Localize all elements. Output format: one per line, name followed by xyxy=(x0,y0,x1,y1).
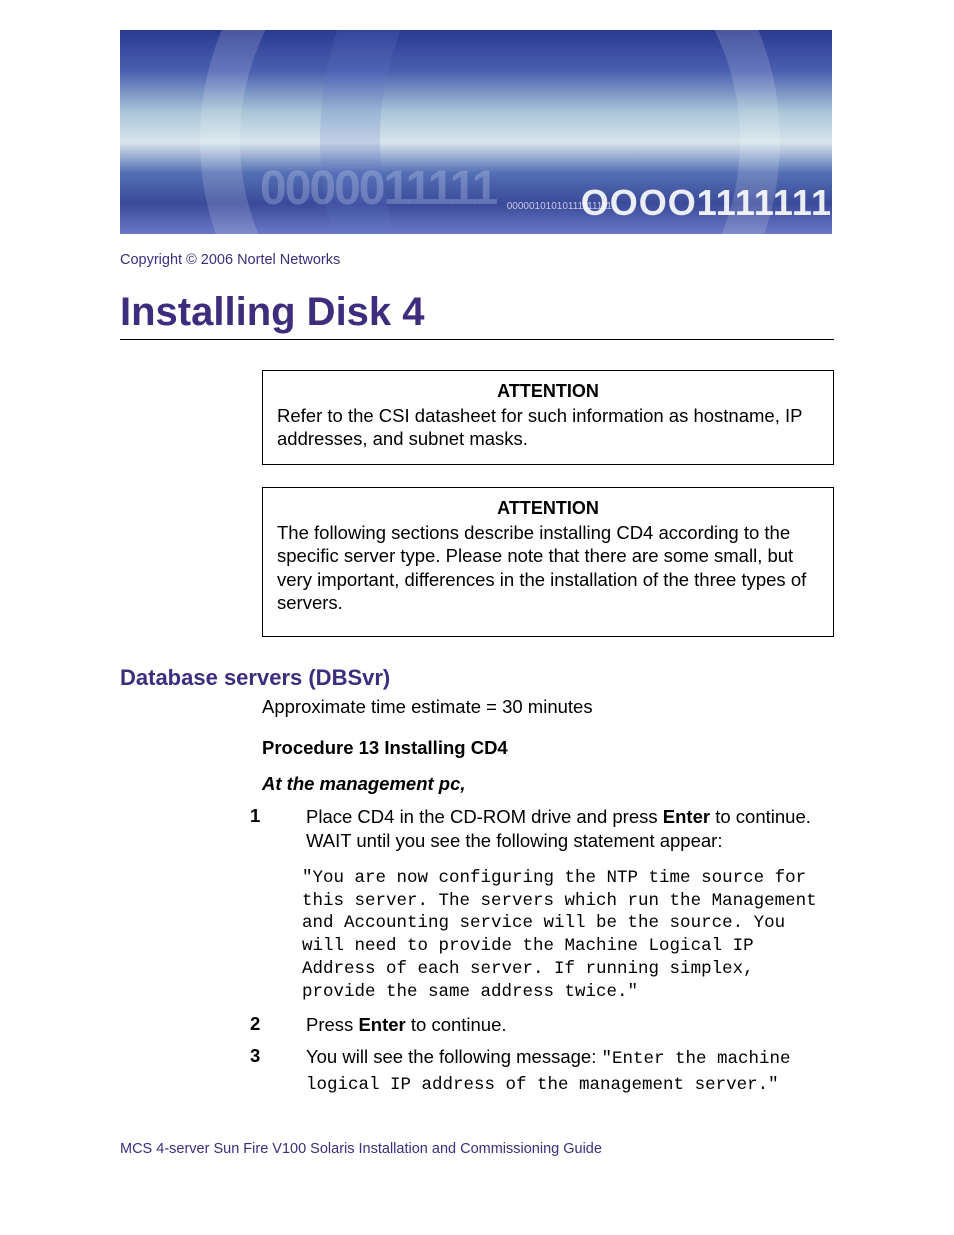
copyright-text: Copyright © 2006 Nortel Networks xyxy=(120,252,954,268)
step-bold: Enter xyxy=(358,1014,405,1035)
console-output: "You are now configuring the NTP time so… xyxy=(302,867,834,1004)
procedure-title: Procedure 13 Installing CD4 xyxy=(262,737,834,759)
page-title: Installing Disk 4 xyxy=(120,290,954,335)
step-body: Press Enter to continue. xyxy=(306,1013,834,1037)
time-estimate: Approximate time estimate = 30 minutes xyxy=(262,695,834,719)
step-number: 3 xyxy=(246,1045,306,1097)
attention-box: ATTENTION Refer to the CSI datasheet for… xyxy=(262,370,834,465)
footer-text: MCS 4-server Sun Fire V100 Solaris Insta… xyxy=(120,1141,602,1157)
step-body: You will see the following message: "Ent… xyxy=(306,1045,834,1097)
header-banner: 0000011111 00000101010111111111 OOOO1111… xyxy=(120,30,832,234)
step-text: Place CD4 in the CD-ROM drive and press xyxy=(306,806,663,827)
step-body: Place CD4 in the CD-ROM drive and press … xyxy=(306,805,834,853)
banner-digits-bg: 0000011111 xyxy=(260,161,496,216)
title-divider xyxy=(120,339,834,340)
attention-box: ATTENTION The following sections describ… xyxy=(262,487,834,637)
step-3: 3 You will see the following message: "E… xyxy=(246,1045,834,1097)
step-number: 1 xyxy=(246,805,306,853)
attention-body: Refer to the CSI datasheet for such info… xyxy=(277,404,819,450)
section-heading: Database servers (DBSvr) xyxy=(120,665,954,691)
attention-label: ATTENTION xyxy=(277,381,819,402)
step-number: 2 xyxy=(246,1013,306,1037)
step-text: You will see the following message: xyxy=(306,1046,602,1067)
banner-digits-fg: OOOO1111111 xyxy=(581,182,832,224)
step-text: Press xyxy=(306,1014,358,1035)
step-1: 1 Place CD4 in the CD-ROM drive and pres… xyxy=(246,805,834,853)
step-2: 2 Press Enter to continue. xyxy=(246,1013,834,1037)
attention-label: ATTENTION xyxy=(277,498,819,519)
step-text: to continue. xyxy=(406,1014,507,1035)
document-page: 0000011111 00000101010111111111 OOOO1111… xyxy=(0,0,954,1235)
procedure-subtitle: At the management pc, xyxy=(262,773,834,795)
step-bold: Enter xyxy=(663,806,710,827)
attention-body: The following sections describe installi… xyxy=(277,521,819,614)
